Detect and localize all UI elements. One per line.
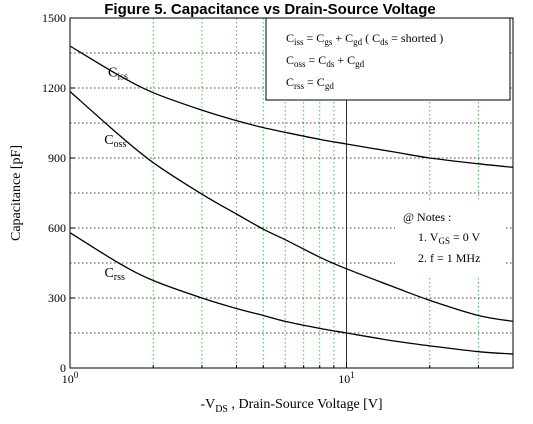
x-axis-label: -VDS , Drain-Source Voltage [V] [200,397,382,415]
axis-ticks: 0 300 600 900 1200 1500 100 101 [42,11,479,386]
notes-background [395,202,505,276]
chart-title: Figure 5. Capacitance vs Drain-Source Vo… [104,1,436,18]
series-curves [69,45,514,355]
legend-line: Coss = Cds + Cgd [286,53,365,69]
notes-box: @ Notes : 1. VGS = 0 V 2. f = 1 MHz [395,202,505,276]
series-line-c-oss [69,91,514,322]
y-tick-label: 1500 [42,11,66,25]
y-tick-label: 600 [48,221,66,235]
series-line-c-rss [69,232,514,355]
y-tick-label: 300 [48,291,66,305]
legend-line: Crss = Cgd [286,75,334,91]
series-line-c-iss [69,45,514,168]
legend-line: Ciss = Cgs + Cgd ( Cds = shorted ) [286,31,443,47]
y-tick-label: 1200 [42,81,66,95]
series-label-c-oss: Coss [104,133,126,150]
legend-frame [265,17,511,101]
series-labels: Ciss Coss Crss [104,65,128,283]
y-tick-label: 0 [60,361,66,375]
y-axis-label: Capacitance [pF] [9,145,24,241]
note-item: 1. VGS = 0 V [418,230,481,246]
y-tick-label: 900 [48,151,66,165]
series-label-c-rss: Crss [104,266,125,283]
notes-header: @ Notes : [403,210,451,224]
x-tick-label: 100 [62,370,79,386]
legend-box: Ciss = Cgs + Cgd ( Cds = shorted ) Coss =… [265,17,511,101]
note-item: 2. f = 1 MHz [418,251,480,265]
x-tick-label: 101 [338,370,355,386]
series-label-c-iss: Ciss [108,65,128,82]
